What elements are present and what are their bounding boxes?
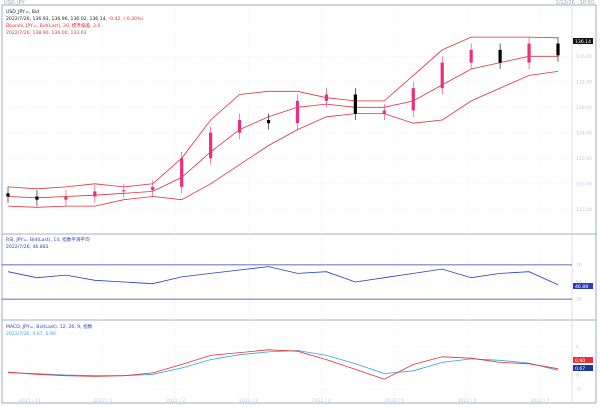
x-tick-label: 2022 / 5 (385, 398, 404, 404)
signal-value-tag (573, 365, 593, 371)
candle-body (93, 191, 97, 197)
candle-body (411, 88, 415, 111)
rsi-value-tag (573, 283, 593, 289)
price-tick-label: 136.00 (576, 54, 592, 60)
chart-frame (1, 4, 597, 404)
x-tick-label: 2022 / 3 (239, 398, 258, 404)
last-price-tag (573, 38, 593, 44)
x-tick-label: 2021 / 11 (19, 398, 41, 404)
candle-body (209, 132, 213, 159)
candle-body (295, 100, 300, 124)
macd-value-tag (573, 357, 593, 363)
x-tick-label: 2022 / 7 (530, 398, 549, 404)
candle-body (266, 120, 271, 124)
x-tick-label: 2022 / 2 (166, 398, 185, 404)
candle-body (151, 186, 155, 191)
rsi-legend-values: 2022/7/26, 46.883 (6, 244, 49, 250)
price-tick-label: 124.00 (576, 130, 592, 136)
candle-body (35, 196, 39, 200)
price-legend-change: -0.42, (-0.30%) (108, 16, 143, 22)
candle-body (469, 49, 473, 63)
rsi-tick-label: 50 (576, 280, 582, 286)
candle-body (237, 120, 242, 133)
candle-body (122, 190, 126, 192)
macd-tick-label: -2 (576, 387, 581, 393)
candle-body (556, 43, 560, 56)
rsi-tick-label: 70 (576, 262, 582, 268)
candle-body (180, 158, 184, 187)
price-legend-title: USD_JPY=, Bid (6, 9, 39, 15)
price-legend-values: 2022/7/26, 136.93, 136.96, 136.02, 136.1… (6, 16, 143, 22)
candle-body (382, 110, 386, 114)
x-tick-label: 2022 / 6 (458, 398, 477, 404)
x-tick-label: 2022 / 1 (93, 398, 112, 404)
price-tick-label: 112.00 (576, 207, 592, 213)
candle-body (498, 49, 502, 63)
axis-labels: 136.00 132.00 128.00 124.00 120.00 116.00 112.… (19, 54, 592, 404)
candle-body (6, 193, 10, 197)
bband-lower-line (7, 71, 559, 208)
bband-upper-line (7, 36, 559, 190)
window-info: 1/12/26 · 10:50 (555, 0, 594, 6)
rsi-tick-label: 30 (576, 297, 582, 303)
candle-body (324, 94, 329, 101)
bbands-legend-title: Bbands, JPY=, Bid(Last), 20, 標準偏差, 2.0 (6, 22, 100, 29)
macd-tick-label: 4 (576, 345, 579, 351)
window-title: USD_JPY (4, 0, 25, 6)
macd-legend-values: 2022/7/26, 0.67, 0.90 (6, 331, 56, 337)
signal-line (7, 350, 559, 377)
macd-panel (7, 349, 559, 380)
macd-legend-title: MACD, JPY=, Bid(Last), 12, 26, 9, 指数 (6, 323, 93, 330)
candle-body (440, 62, 444, 89)
rsi-legend-title: RSI, JPY=, Bid(Last), 14, 指数平滑平均 (6, 236, 90, 243)
price-tick-label: 132.00 (576, 79, 592, 85)
price-tick-label: 128.00 (576, 105, 592, 111)
price-tick-label: 120.00 (576, 156, 592, 162)
rsi-line (7, 266, 559, 286)
signal-value-label: 0.67 (575, 366, 585, 372)
price-panel (6, 36, 560, 208)
grid-lines (2, 5, 572, 403)
rsi-value-label: 46.88 (575, 284, 588, 290)
price-tick-label: 116.00 (576, 181, 592, 187)
macd-tick-label: 0 (576, 373, 579, 379)
rsi-panel (2, 264, 572, 300)
candle-body (353, 94, 357, 114)
candle-body (64, 196, 68, 200)
candle-body (527, 43, 531, 63)
last-price-label: 136.14 (575, 39, 591, 45)
x-tick-label: 2022 / 4 (312, 398, 331, 404)
macd-value-label: 0.90 (575, 358, 585, 364)
bband-middle-line (7, 55, 558, 199)
price-legend-ohlc: 2022/7/26, 136.93, 136.96, 136.02, 136.1… (6, 16, 108, 22)
macd-line (7, 349, 559, 380)
bbands-legend-values: 2022/7/26, 138.90, 136.00, 133.63 (6, 30, 87, 36)
